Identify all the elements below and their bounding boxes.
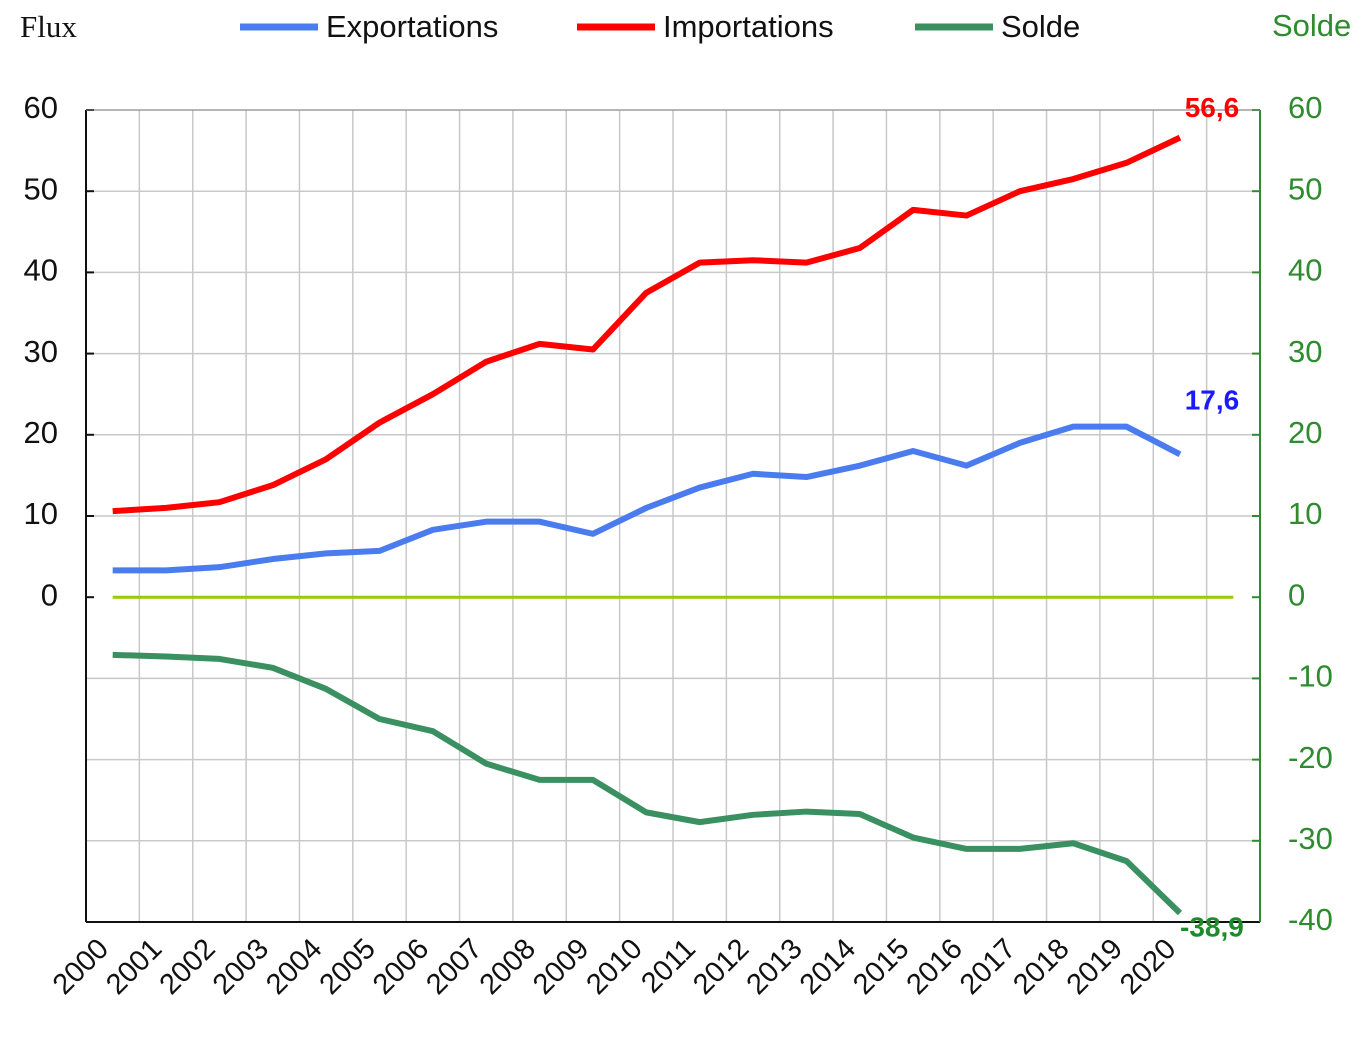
x-tick-label: 2007: [420, 933, 488, 1001]
y-tick-label: 50: [24, 171, 58, 206]
y-tick-label: 40: [24, 253, 58, 288]
series-line: [112, 651, 1183, 916]
x-tick-label: 2010: [580, 933, 648, 1001]
x-tick-label: 2009: [527, 933, 595, 1001]
y-tick-label: 30: [24, 334, 58, 369]
series-line: [112, 134, 1182, 515]
y2-tick-label: 20: [1288, 415, 1322, 450]
legend-label: Importations: [663, 9, 834, 44]
y-tick-label: 60: [24, 90, 58, 125]
y2-tick-label: -30: [1288, 821, 1333, 856]
y2-axis-label: Solde: [1272, 8, 1351, 43]
y2-tick-label: 10: [1288, 496, 1322, 531]
x-tick-label: 2000: [47, 933, 115, 1001]
x-tick-label: 2020: [1114, 933, 1182, 1001]
x-tick-label: 2006: [367, 933, 435, 1001]
x-tick-label: 2003: [207, 933, 275, 1001]
legend-label: Exportations: [326, 9, 498, 44]
y-tick-label: 20: [24, 415, 58, 450]
y-tick-label: 10: [24, 496, 58, 531]
x-tick-label: 2016: [901, 933, 969, 1001]
x-tick-label: 2012: [687, 933, 755, 1001]
x-tick-label: 2015: [847, 933, 915, 1001]
y-tick-label: 0: [41, 577, 58, 612]
data-label: -38,9: [1180, 911, 1244, 942]
y2-tick-label: -40: [1288, 902, 1333, 937]
x-tick-label: 2013: [741, 933, 809, 1001]
x-tick-label: 2004: [260, 933, 328, 1001]
legend-label: Solde: [1001, 9, 1080, 44]
series-line: [112, 423, 1182, 574]
y2-tick-label: -10: [1288, 659, 1333, 694]
x-tick-label: 2018: [1007, 933, 1075, 1001]
y2-tick-label: 30: [1288, 334, 1322, 369]
x-tick-label: 2002: [154, 933, 222, 1001]
y2-tick-label: -20: [1288, 740, 1333, 775]
x-tick-label: 2005: [314, 933, 382, 1001]
data-label: 56,6: [1185, 92, 1240, 123]
x-tick-label: 2011: [635, 933, 702, 1000]
x-tick-label: 2019: [1061, 933, 1129, 1001]
y2-tick-label: 0: [1288, 577, 1305, 612]
y2-tick-label: 40: [1288, 253, 1322, 288]
y-axis-label: Flux: [20, 9, 77, 44]
x-tick-label: 2017: [954, 933, 1022, 1001]
x-tick-label: 2008: [474, 933, 542, 1001]
x-tick-label: 2014: [794, 933, 862, 1001]
data-label: 17,6: [1185, 385, 1240, 416]
y2-tick-label: 50: [1288, 171, 1322, 206]
x-tick-label: 2001: [100, 933, 168, 1001]
y2-tick-label: 60: [1288, 90, 1322, 125]
